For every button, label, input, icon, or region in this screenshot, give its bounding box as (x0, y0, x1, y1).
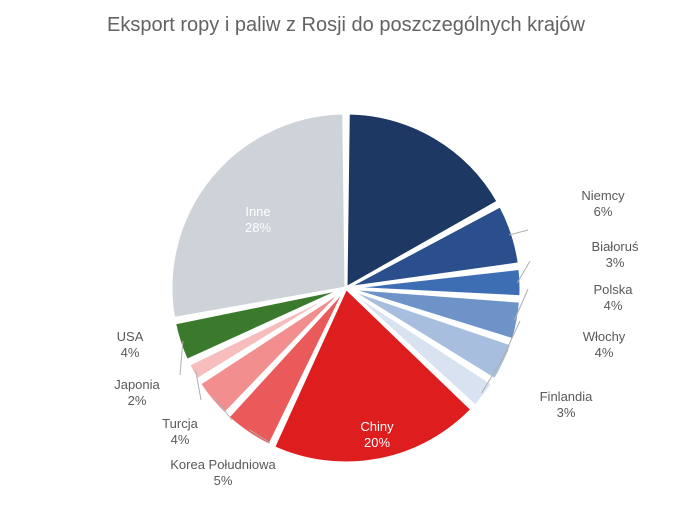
slice-label-niderlandy: Niderlandy17% (424, 110, 486, 143)
slice-label-białoruś: Białoruś3% (592, 239, 639, 272)
slice-label-finlandia: Finlandia3% (540, 389, 593, 422)
slice-label-polska: Polska4% (593, 282, 632, 315)
pie-chart: Eksport ropy i paliw z Rosji do poszczeg… (0, 0, 692, 522)
pie-svg (0, 0, 692, 522)
slice-label-niemcy: Niemcy6% (581, 188, 624, 221)
slice-label-inne: Inne28% (245, 204, 271, 237)
slice-label-usa: USA4% (117, 329, 144, 362)
slice-label-japonia: Japonia2% (114, 377, 160, 410)
slice-label-turcja: Turcja4% (162, 416, 198, 449)
slice-label-korea-południowa: Korea Południowa5% (170, 457, 276, 490)
slice-label-włochy: Włochy4% (583, 329, 626, 362)
slice-label-chiny: Chiny20% (360, 419, 393, 452)
